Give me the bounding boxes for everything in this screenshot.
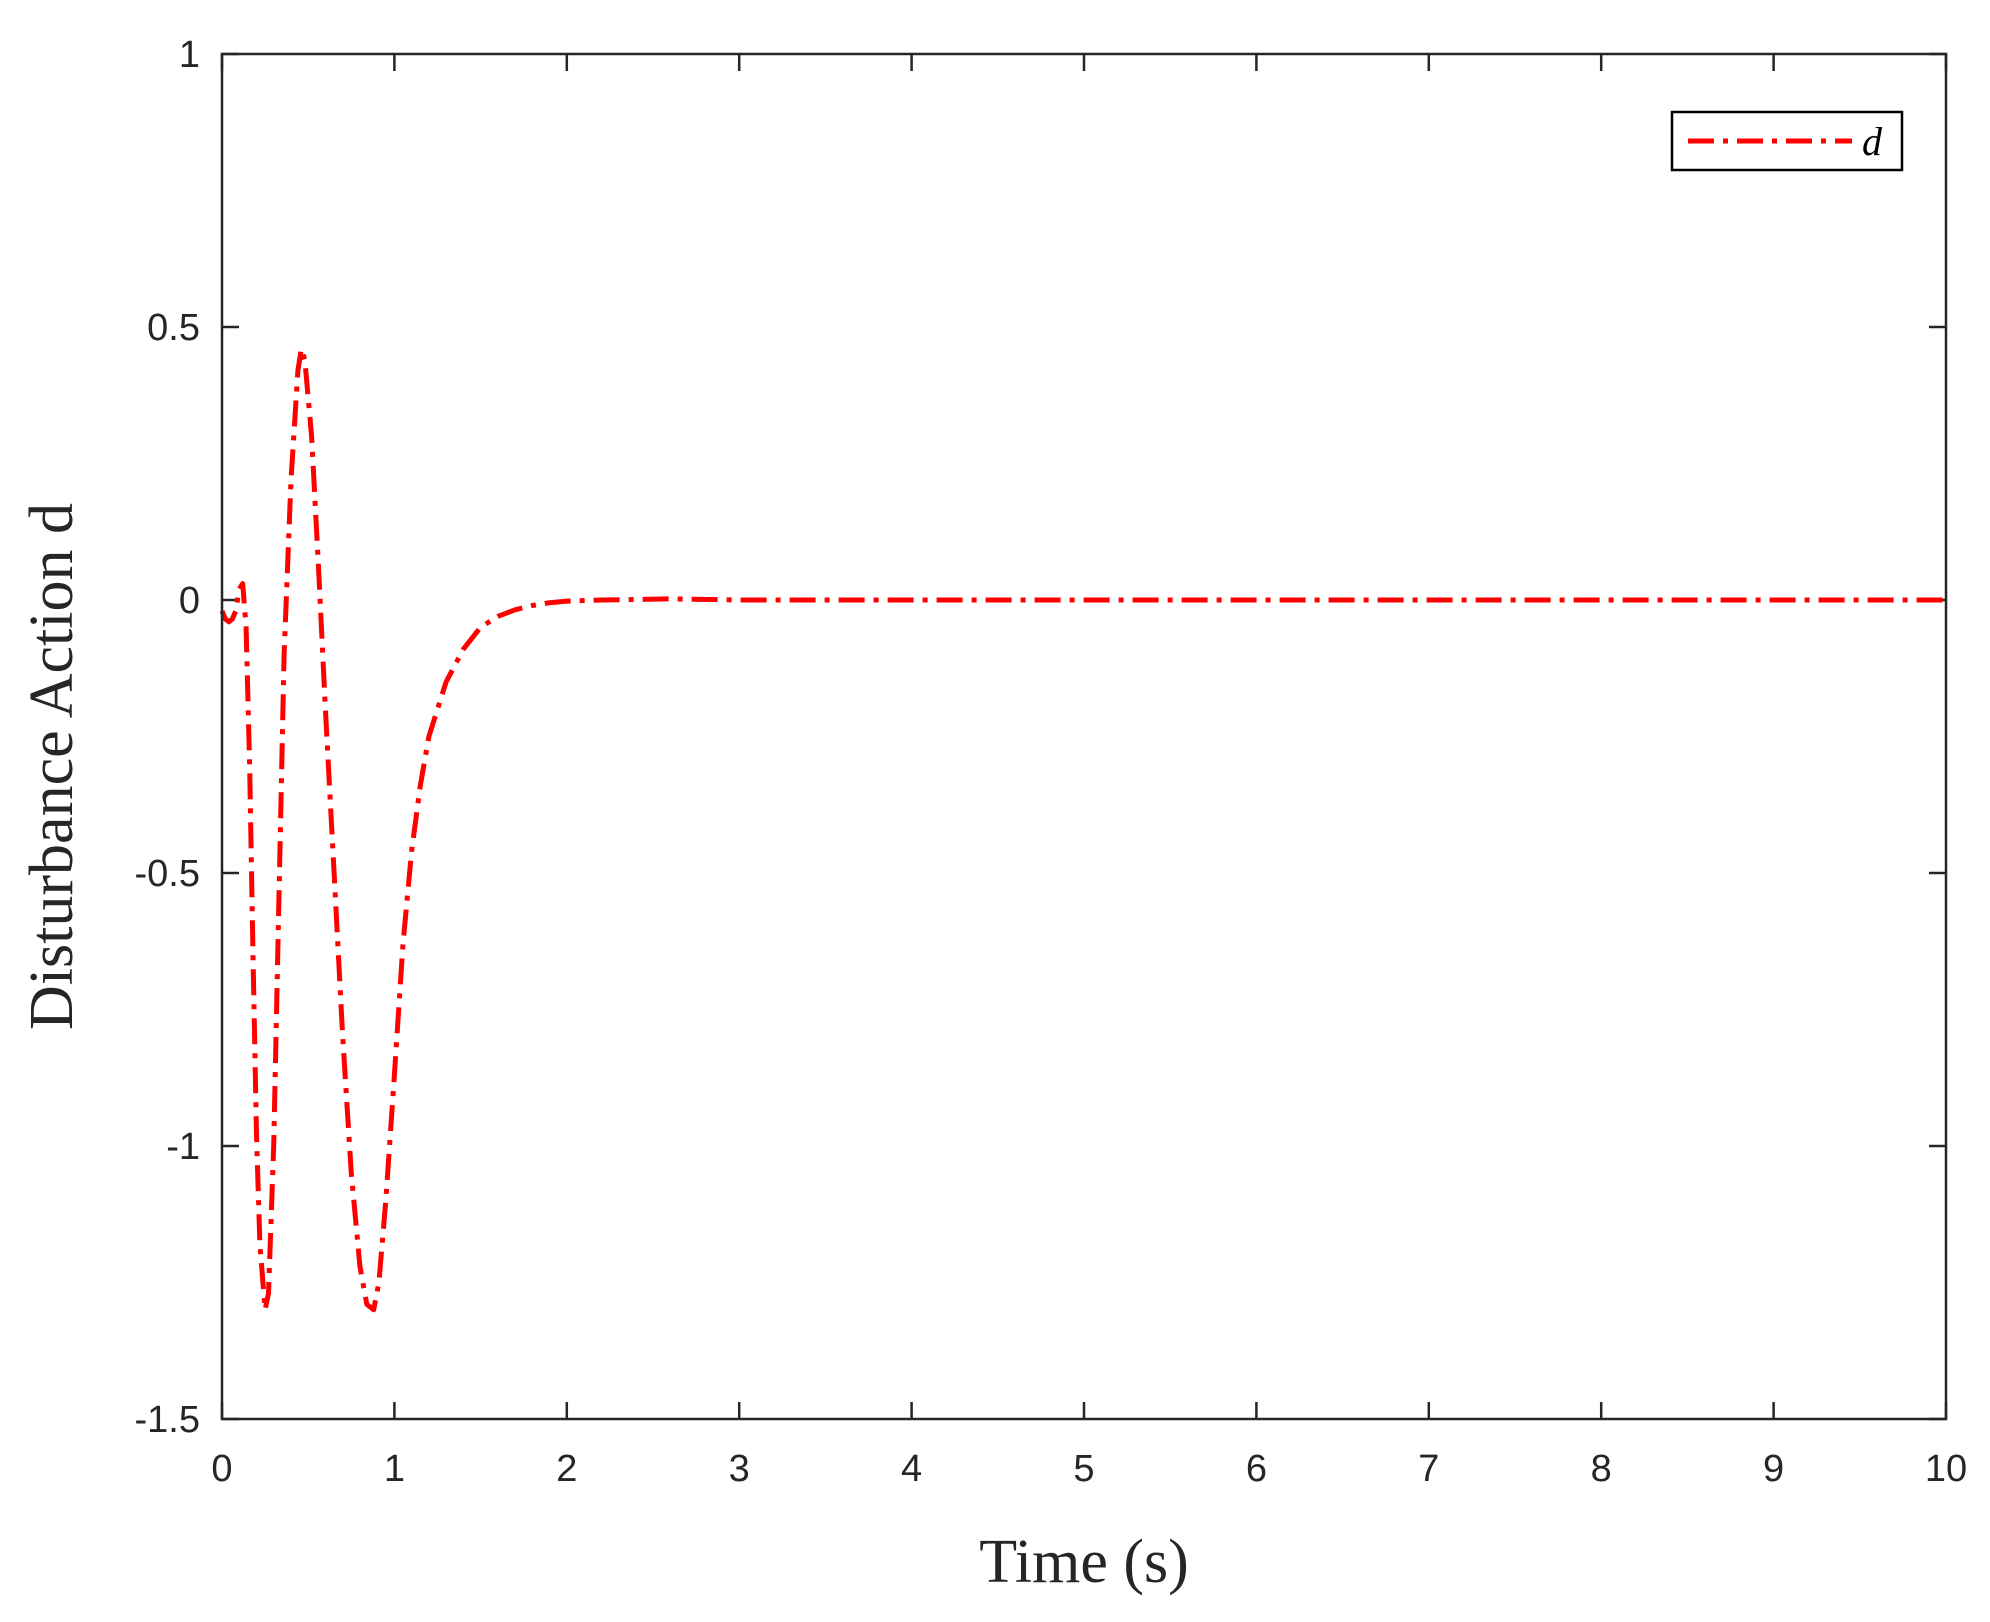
x-tick-label: 1 bbox=[384, 1448, 405, 1490]
x-tick-label: 7 bbox=[1418, 1448, 1439, 1490]
y-tick-label: 0 bbox=[179, 580, 200, 622]
x-tick-label: 6 bbox=[1246, 1448, 1267, 1490]
x-tick-label: 10 bbox=[1925, 1448, 1967, 1490]
plot-area-frame bbox=[220, 52, 1948, 1421]
x-tick-label: 9 bbox=[1763, 1448, 1784, 1490]
y-tick-label: -1 bbox=[166, 1126, 200, 1168]
x-tick-label: 8 bbox=[1591, 1448, 1612, 1490]
series-line-d bbox=[219, 346, 1946, 1313]
x-tick-label: 2 bbox=[556, 1448, 577, 1490]
x-tick-label: 3 bbox=[729, 1448, 750, 1490]
x-axis-title: Time (s) bbox=[979, 1528, 1189, 1596]
x-tick-label: 0 bbox=[211, 1448, 232, 1490]
tick-labels: 0 1 2 3 4 5 6 7 8 9 10 1 0.5 0 -0.5 -1 -1.5 bbox=[135, 34, 1968, 1490]
y-axis-title: Disturbance Action d bbox=[18, 503, 86, 1030]
x-tick-label: 5 bbox=[1073, 1448, 1094, 1490]
legend: d bbox=[1670, 110, 1904, 172]
x-tick-label: 4 bbox=[901, 1448, 922, 1490]
legend-label: d bbox=[1862, 119, 1883, 164]
y-tick-label: -1.5 bbox=[135, 1399, 200, 1441]
y-tick-label: -0.5 bbox=[135, 853, 200, 895]
y-tick-label: 0.5 bbox=[147, 307, 200, 349]
series-layer bbox=[219, 346, 1946, 1313]
y-tick-label: 1 bbox=[179, 34, 200, 76]
